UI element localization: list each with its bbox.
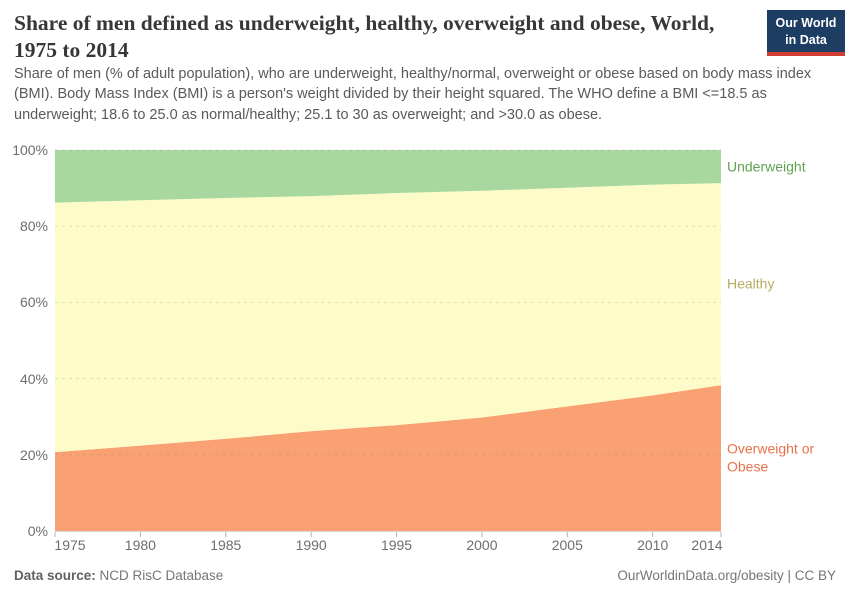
y-tick-label-100: 100% xyxy=(12,142,48,158)
y-tick-label-60: 60% xyxy=(19,294,48,311)
owid-logo-line2: in Data xyxy=(785,32,827,47)
x-tick-label-2000: 2000 xyxy=(466,537,498,553)
owid-logo[interactable]: Our World in Data xyxy=(767,10,845,56)
x-tick-label-2005: 2005 xyxy=(551,537,583,553)
x-tick-label-1985: 1985 xyxy=(210,537,242,553)
owid-logo-line1: Our World xyxy=(775,16,837,30)
y-tick-label-20: 20% xyxy=(19,446,48,463)
y-tick-label-40: 40% xyxy=(19,370,48,387)
series-label-underweight[interactable]: Underweight xyxy=(727,157,806,174)
x-tick-label-1990: 1990 xyxy=(295,537,327,553)
data-source-value: NCD RisC Database xyxy=(95,568,224,583)
area-overweight-or-obese[interactable] xyxy=(55,385,721,531)
y-tick-label-80: 80% xyxy=(19,218,48,235)
x-tick-label-2014: 2014 xyxy=(691,537,723,553)
x-tick-label-1995: 1995 xyxy=(380,537,413,553)
data-source: Data source: NCD RisC Database xyxy=(14,568,223,583)
area-healthy[interactable] xyxy=(55,183,721,453)
series-label-overweight-or-obese[interactable]: Overweight or Obese xyxy=(727,440,815,475)
area-underweight[interactable] xyxy=(55,150,721,203)
plot-area[interactable] xyxy=(54,149,722,540)
data-source-label: Data source: xyxy=(14,568,96,583)
x-tick-label-2010: 2010 xyxy=(637,537,669,553)
chart-title: Share of men defined as underweight, hea… xyxy=(14,11,715,63)
x-tick-label-1980: 1980 xyxy=(124,537,156,553)
chart-subtitle: Share of men (% of adult population), wh… xyxy=(14,66,812,123)
x-tick-label-1975: 1975 xyxy=(54,537,86,553)
series-label-healthy[interactable]: Healthy xyxy=(727,275,775,292)
y-tick-label-0: 0% xyxy=(27,523,48,539)
credit-link[interactable]: OurWorldinData.org/obesity | CC BY xyxy=(617,568,836,583)
